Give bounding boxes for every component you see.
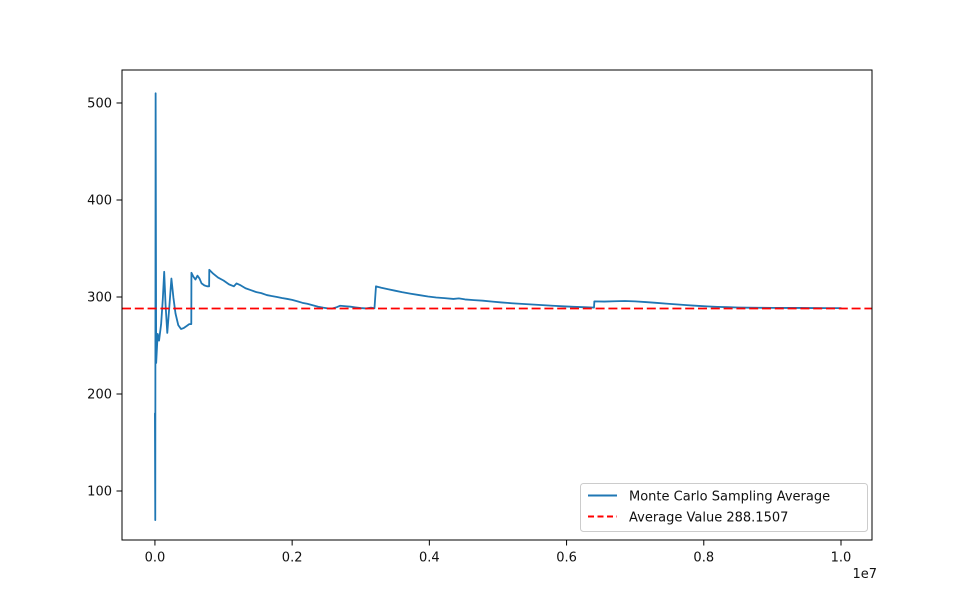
y-tick-label: 100	[87, 485, 112, 500]
y-tick-label: 200	[87, 388, 112, 403]
monte-carlo-line	[154, 92, 842, 522]
x-axis-offset-label: 1e7	[852, 567, 877, 582]
x-tick-label: 0.4	[419, 551, 440, 566]
legend-label-average: Average Value 288.1507	[629, 511, 788, 526]
legend-label-monte-carlo: Monte Carlo Sampling Average	[629, 490, 830, 505]
x-tick-label: 0.8	[693, 551, 714, 566]
x-axis-ticks: 0.0 0.2 0.4 0.6 0.8 1.0	[145, 540, 852, 566]
y-tick-label: 500	[87, 96, 112, 111]
x-tick-label: 0.2	[282, 551, 303, 566]
legend: Monte Carlo Sampling Average Average Val…	[580, 483, 868, 532]
x-tick-label: 1.0	[831, 551, 852, 566]
x-tick-label: 0.6	[556, 551, 577, 566]
y-axis-ticks: 100 200 300 400 500	[87, 96, 122, 500]
y-tick-label: 400	[87, 193, 112, 208]
x-tick-label: 0.0	[145, 551, 166, 566]
y-tick-label: 300	[87, 290, 112, 305]
axes-frame	[121, 69, 873, 541]
legend-box	[580, 483, 868, 532]
